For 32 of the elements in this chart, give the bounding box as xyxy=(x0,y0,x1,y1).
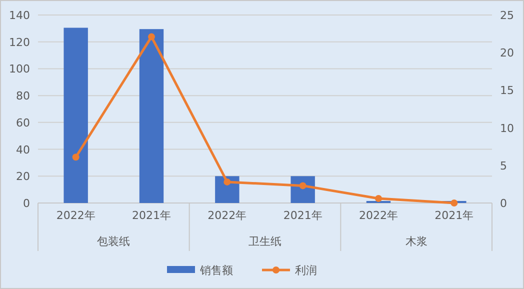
x-tick-label: 2021年 xyxy=(132,209,171,222)
point xyxy=(375,194,382,202)
y-tick-label: 20 xyxy=(16,170,30,184)
x-tick-label: 2022年 xyxy=(208,209,247,222)
legend-label: 利润 xyxy=(295,264,317,277)
y-tick-label: 0 xyxy=(23,197,30,210)
x-tick-label: 2022年 xyxy=(359,209,398,222)
y2-tick-label: 20 xyxy=(500,46,514,60)
y2-tick-label: 0 xyxy=(500,197,507,210)
x-tick-label: 2022年 xyxy=(56,209,96,222)
bar xyxy=(64,28,88,203)
text: 卫生纸 xyxy=(248,235,282,248)
y-tick-label: 60 xyxy=(16,116,30,130)
text: 木浆 xyxy=(405,235,428,248)
y2-tick-label: 10 xyxy=(500,122,514,135)
y2-tick-label: 5 xyxy=(500,159,507,172)
y-tick-label: 140 xyxy=(9,9,30,22)
legend-label: 销售额 xyxy=(199,264,233,277)
x-tick-label: 2021年 xyxy=(283,209,322,222)
point xyxy=(72,154,80,161)
y2-tick-label: 15 xyxy=(500,84,514,98)
y-tick-label: 100 xyxy=(9,62,30,76)
y-tick-label: 40 xyxy=(16,143,30,156)
y-tick-label: 80 xyxy=(16,90,30,103)
y2-tick-label: 25 xyxy=(500,9,514,22)
text: 包装纸 xyxy=(97,235,130,248)
point xyxy=(224,178,231,186)
bar xyxy=(139,29,164,203)
point xyxy=(450,200,458,206)
y-tick-label: 120 xyxy=(9,36,30,49)
point xyxy=(148,33,155,40)
x-tick-label: 2021年 xyxy=(434,209,474,222)
